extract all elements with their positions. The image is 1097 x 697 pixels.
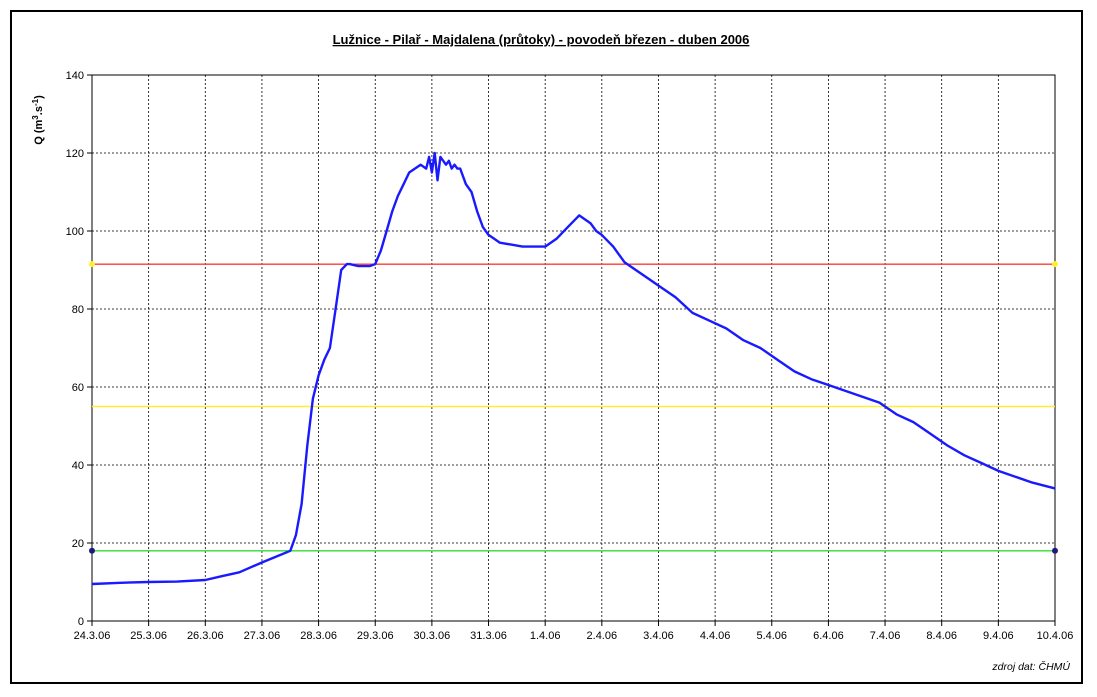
- y-axis: 0 20 40 60 80 100 120 140: [66, 70, 92, 628]
- y-tick-label: 120: [66, 148, 84, 160]
- threshold-marker: [89, 261, 95, 268]
- x-tick-label: 3.4.06: [643, 630, 674, 642]
- y-tick-label: 60: [72, 382, 84, 394]
- plot-area: [91, 74, 1056, 622]
- y-tick-label: 100: [66, 226, 84, 238]
- y-tick-label: 40: [72, 460, 84, 472]
- x-tick-label: 28.3.06: [300, 630, 337, 642]
- x-axis: 24.3.06 25.3.06 26.3.06 27.3.06 28.3.06 29.3.…: [74, 621, 1074, 642]
- x-tick-label: 26.3.06: [187, 630, 224, 642]
- source-note: zdroj dat: ČHMÚ: [991, 660, 1070, 673]
- chart-frame: [10, 10, 1083, 684]
- series-layer: [91, 151, 1056, 586]
- x-tick-label: 30.3.06: [414, 630, 451, 642]
- x-tick-label: 1.4.06: [530, 630, 561, 642]
- x-tick-label: 5.4.06: [756, 630, 787, 642]
- grid: [92, 75, 1055, 621]
- x-tick-label: 10.4.06: [1037, 630, 1074, 642]
- threshold-lines: [92, 263, 1055, 552]
- x-tick-label: 6.4.06: [813, 630, 844, 642]
- x-tick-label: 4.4.06: [700, 630, 731, 642]
- y-tick-label: 0: [78, 616, 84, 628]
- x-tick-label: 31.3.06: [470, 630, 507, 642]
- x-tick-label: 9.4.06: [983, 630, 1014, 642]
- y-tick-label: 80: [72, 304, 84, 316]
- y-axis-label: Q (m3.s-1): [31, 95, 46, 145]
- threshold-marker: [1052, 547, 1058, 554]
- chart-title: Lužnice - Pilař - Majdalena (průtoky) - …: [333, 32, 750, 47]
- x-tick-label: 25.3.06: [130, 630, 167, 642]
- x-tick-label: 7.4.06: [870, 630, 901, 642]
- x-tick-label: 24.3.06: [74, 630, 111, 642]
- threshold-marker: [89, 547, 95, 554]
- threshold-marker: [1052, 261, 1058, 268]
- x-tick-label: 2.4.06: [587, 630, 618, 642]
- x-tick-label: 27.3.06: [244, 630, 281, 642]
- y-tick-label: 20: [72, 538, 84, 550]
- x-tick-label: 8.4.06: [926, 630, 957, 642]
- series-line: [91, 151, 1056, 586]
- threshold-markers: [89, 261, 1058, 554]
- y-tick-label: 140: [66, 70, 84, 82]
- x-tick-label: 29.3.06: [357, 630, 394, 642]
